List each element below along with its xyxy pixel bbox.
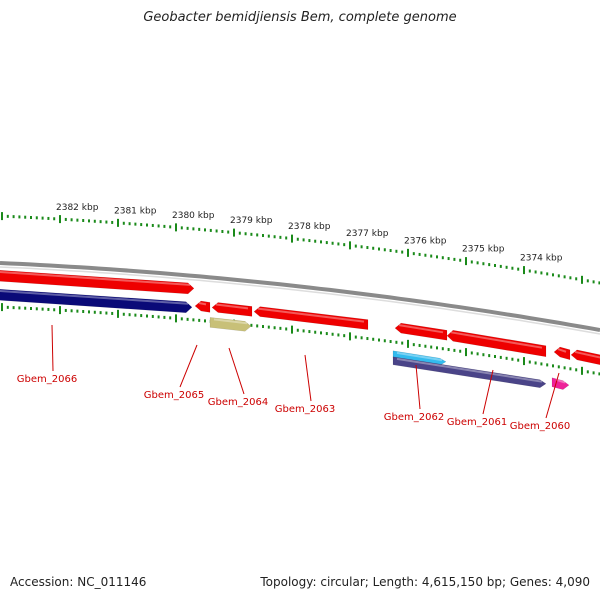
gene-gbem-2064-red bbox=[211, 302, 253, 317]
gene-gbem-2064-olive-shine bbox=[213, 318, 248, 325]
gene-gbem-2062-cyan bbox=[392, 350, 447, 366]
gene-label: Gbem_2065 bbox=[144, 390, 204, 401]
gene-gbem-2063-red bbox=[253, 306, 369, 330]
ruler-label: 2381 kbp bbox=[114, 207, 157, 217]
gene-label: Gbem_2061 bbox=[447, 417, 507, 428]
ruler-label: 2379 kbp bbox=[230, 216, 273, 226]
backbone-line bbox=[0, 261, 600, 332]
gene-gbem-2063-red-shine bbox=[257, 307, 365, 323]
gene-gbem-2066-red-shine bbox=[0, 270, 191, 286]
gene-label: Gbem_2062 bbox=[384, 412, 444, 423]
ruler-label: 2382 kbp bbox=[56, 203, 99, 213]
gene-leader-line bbox=[228, 347, 245, 395]
ruler-label: 2375 kbp bbox=[462, 245, 505, 255]
gene-gbem-2062-red-shine bbox=[398, 324, 444, 334]
gene-next-red-shine bbox=[574, 350, 600, 359]
gene-gbem-2062-cyan-shine bbox=[396, 351, 443, 362]
gene-gbem-2061-purple-shine bbox=[396, 357, 543, 383]
genome-summary-text: Topology: circular; Length: 4,615,150 bp… bbox=[260, 575, 590, 589]
gene-leader-line bbox=[482, 369, 494, 415]
ruler-label: 2376 kbp bbox=[404, 236, 447, 246]
gene-leader-line bbox=[415, 364, 421, 410]
gene-gbem-2060-magenta-shine bbox=[555, 378, 566, 384]
gene-leader-line bbox=[51, 324, 54, 372]
gene-gbem-2061-purple bbox=[392, 356, 547, 388]
gene-gbem-2060-red-shine bbox=[557, 348, 567, 353]
gene-leader-line bbox=[545, 372, 560, 419]
gene-label: Gbem_2060 bbox=[510, 421, 570, 432]
gene-label: Gbem_2066 bbox=[17, 374, 77, 385]
gene-gbem-2062-red bbox=[394, 322, 448, 341]
gene-gbem-2064-red-shine bbox=[215, 303, 249, 310]
gene-gbem-2061-red bbox=[446, 330, 547, 357]
backbone-shadow bbox=[0, 266, 600, 335]
ruler-label: 2374 kbp bbox=[520, 253, 563, 263]
gene-leader-line bbox=[304, 354, 312, 402]
gene-gbem-2065-red bbox=[194, 300, 211, 313]
gene-gbem-2061-red-shine bbox=[450, 331, 543, 349]
gene-gbem-2065-red-shine bbox=[198, 302, 207, 306]
gene-label: Gbem_2064 bbox=[208, 397, 268, 408]
map-title: Geobacter bemidjiensis Bem, complete gen… bbox=[143, 10, 457, 25]
gene-gbem-2064-olive bbox=[209, 317, 252, 332]
gene-gbem-2066-navy bbox=[0, 289, 193, 313]
gene-gbem-2066-navy-shine bbox=[0, 289, 189, 305]
ruler-label: 2380 kbp bbox=[172, 211, 215, 221]
ruler-label: 2377 kbp bbox=[346, 229, 389, 239]
gene-next-red bbox=[570, 349, 600, 365]
gene-leader-line bbox=[179, 344, 198, 388]
gene-gbem-2060-red bbox=[553, 346, 571, 361]
ruler-label: 2378 kbp bbox=[288, 222, 331, 232]
gene-gbem-2060-magenta bbox=[551, 377, 570, 390]
gene-gbem-2066-red bbox=[0, 270, 195, 295]
gene-label: Gbem_2063 bbox=[275, 404, 335, 415]
accession-text: Accession: NC_011146 bbox=[10, 575, 147, 589]
